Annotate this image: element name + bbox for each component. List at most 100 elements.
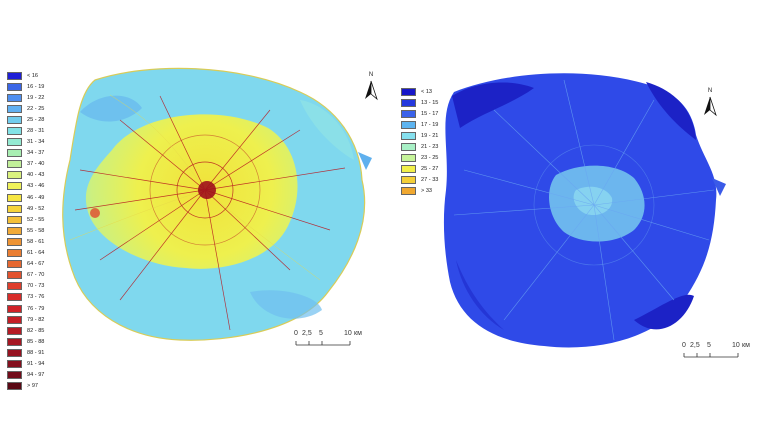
legend-label: 79 - 82: [27, 316, 45, 323]
legend-item: 61 - 64: [7, 248, 44, 259]
legend-swatch: [7, 337, 22, 346]
legend-item: 58 - 61: [7, 236, 44, 247]
legend-label: 55 - 58: [27, 227, 45, 234]
legend-item: 15 - 17: [401, 108, 438, 119]
legend-item: 28 - 31: [7, 125, 44, 136]
legend-label: 21 - 23: [421, 144, 439, 151]
legend-item: 55 - 58: [7, 225, 44, 236]
legend-swatch: [7, 271, 22, 280]
legend-item: > 97: [7, 381, 44, 392]
legend-label: 16 - 19: [27, 83, 45, 90]
legend-item: 79 - 82: [7, 314, 44, 325]
north-label: N: [707, 88, 713, 94]
legend-label: 15 - 17: [421, 110, 439, 117]
legend-label: 28 - 31: [27, 128, 45, 135]
north-arrow-icon: [365, 80, 378, 101]
scale-tick-label: 2,5: [302, 330, 312, 337]
legend-swatch: [7, 138, 22, 147]
north-arrow: N: [363, 72, 379, 102]
legend-item: 46 - 49: [7, 192, 44, 203]
legend-item: 94 - 97: [7, 370, 44, 381]
scale-tick-label: 2,5: [690, 342, 700, 349]
legend-label: 73 - 76: [27, 294, 45, 301]
scale-tick-label: 0: [682, 342, 686, 349]
legend-label: 13 - 15: [421, 99, 439, 106]
legend-swatch: [7, 93, 22, 102]
legend-label: 34 - 37: [27, 150, 45, 157]
scale-bar-graphic: [683, 353, 739, 358]
legend-item: 31 - 34: [7, 137, 44, 148]
legend-item: 85 - 88: [7, 336, 44, 347]
legend-label: 46 - 49: [27, 194, 45, 201]
legend-swatch: [7, 204, 22, 213]
legend-item: 21 - 23: [401, 141, 438, 152]
legend-label: 67 - 70: [27, 272, 45, 279]
legend-item: < 16: [7, 70, 44, 81]
legend-swatch: [7, 226, 22, 235]
legend-item: 13 - 15: [401, 97, 438, 108]
legend-item: 17 - 19: [401, 119, 438, 130]
legend-swatch: [7, 193, 22, 202]
legend-label: 64 - 67: [27, 261, 45, 268]
legend-swatch: [7, 326, 22, 335]
scale-tick-label: 5: [707, 342, 711, 349]
legend-label: 58 - 61: [27, 238, 45, 245]
scale-tick-label: 10: [732, 342, 740, 349]
legend-item: > 33: [401, 186, 438, 197]
legend-swatch: [7, 348, 22, 357]
legend-label: 25 - 28: [27, 116, 45, 123]
legend-swatch: [401, 154, 416, 163]
legend-label: 94 - 97: [27, 372, 45, 379]
legend-swatch: [7, 82, 22, 91]
legend-label: 22 - 25: [27, 105, 45, 112]
legend-label: 52 - 55: [27, 216, 45, 223]
legend-item: 43 - 46: [7, 181, 44, 192]
legend-label: 31 - 34: [27, 139, 45, 146]
legend-label: 76 - 79: [27, 305, 45, 312]
legend-label: 17 - 19: [421, 121, 439, 128]
legend-item: 16 - 19: [7, 81, 44, 92]
legend-swatch: [401, 176, 416, 185]
legend-label: 25 - 27: [421, 166, 439, 173]
legend-swatch: [7, 127, 22, 136]
legend-swatch: [7, 149, 22, 158]
legend-label: 27 - 33: [421, 177, 439, 184]
legend-label: > 33: [421, 188, 433, 195]
legend-label: 37 - 40: [27, 161, 45, 168]
scale-tick-label: 5: [319, 330, 323, 337]
legend-label: 82 - 85: [27, 327, 45, 334]
legend-item: 37 - 40: [7, 159, 44, 170]
legend-item: 19 - 22: [7, 92, 44, 103]
legend-item: 76 - 79: [7, 303, 44, 314]
legend-item: 27 - 33: [401, 175, 438, 186]
legend-swatch: [7, 182, 22, 191]
legend-swatch: [401, 120, 416, 129]
scale-unit: км: [742, 342, 750, 349]
legend-swatch: [7, 371, 22, 380]
scale-unit: км: [354, 330, 362, 337]
legend-swatch: [7, 71, 22, 80]
legend-swatch: [401, 98, 416, 107]
legend-swatch: [7, 382, 22, 391]
legend-label: 70 - 73: [27, 283, 45, 290]
legend-swatch: [401, 87, 416, 96]
legend-swatch: [401, 131, 416, 140]
right-map-panel: < 13 13 - 15 15 - 17 17 - 19 19 - 21 21 - 23 2…: [384, 0, 768, 432]
legend-label: < 13: [421, 88, 433, 95]
legend-label: 23 - 25: [421, 155, 439, 162]
legend-item: 82 - 85: [7, 325, 44, 336]
legend-item: 88 - 91: [7, 347, 44, 358]
legend-item: 19 - 21: [401, 130, 438, 141]
legend-item: 67 - 70: [7, 270, 44, 281]
legend-swatch: [7, 171, 22, 180]
legend-swatch: [7, 160, 22, 169]
legend-item: 25 - 28: [7, 114, 44, 125]
legend-item: 91 - 94: [7, 358, 44, 369]
legend-swatch: [7, 215, 22, 224]
legend-item: 49 - 52: [7, 203, 44, 214]
scale-tick-label: 10: [344, 330, 352, 337]
legend-item: 70 - 73: [7, 281, 44, 292]
legend-item: 22 - 25: [7, 103, 44, 114]
left-scale-bar: 0 2,5 5 10 км: [294, 330, 362, 352]
legend-item: 25 - 27: [401, 164, 438, 175]
